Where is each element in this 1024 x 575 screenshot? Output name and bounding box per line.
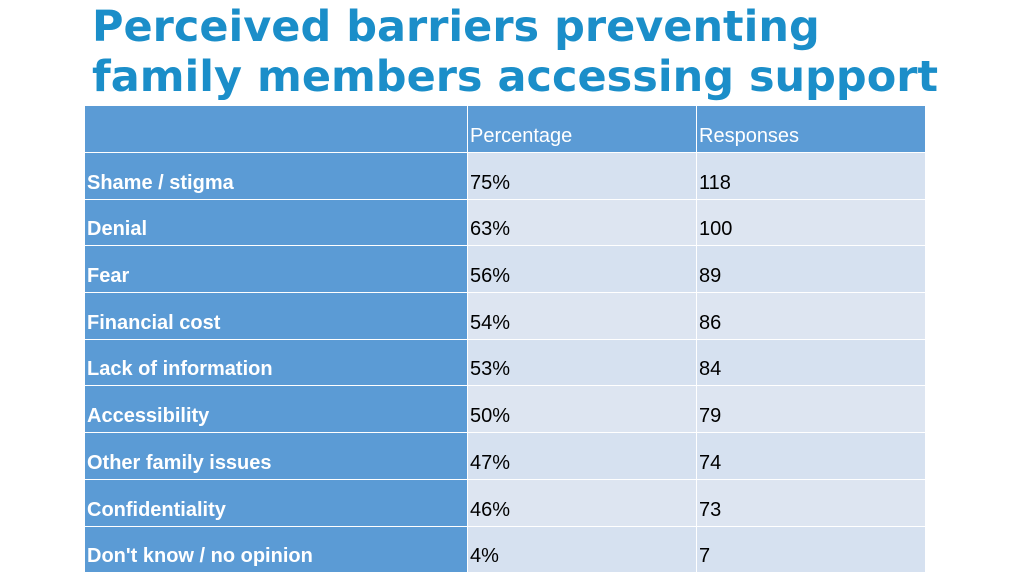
- row-percentage: 75%: [467, 152, 697, 200]
- barriers-table: Percentage Responses Shame / stigma 75% …: [84, 105, 926, 574]
- row-percentage: 53%: [467, 338, 697, 387]
- header-responses: Responses: [696, 105, 926, 153]
- table-row: Lack of information 53% 84: [84, 338, 926, 387]
- row-label: Lack of information: [84, 338, 468, 387]
- header-percentage: Percentage: [467, 105, 697, 153]
- row-label: Denial: [84, 198, 468, 247]
- row-label: Fear: [84, 245, 468, 294]
- table-row: Don't know / no opinion 4% 7: [84, 525, 926, 574]
- table-row: Accessibility 50% 79: [84, 385, 926, 434]
- row-percentage: 46%: [467, 478, 697, 527]
- row-responses: 7: [696, 525, 926, 574]
- table-row: Confidentiality 46% 73: [84, 478, 926, 527]
- row-percentage: 54%: [467, 292, 697, 340]
- row-percentage: 47%: [467, 432, 697, 480]
- row-responses: 89: [696, 245, 926, 294]
- row-responses: 73: [696, 478, 926, 527]
- row-responses: 74: [696, 432, 926, 480]
- table-row: Denial 63% 100: [84, 198, 926, 247]
- row-label: Confidentiality: [84, 478, 468, 527]
- row-label: Financial cost: [84, 292, 468, 340]
- title-line-1: Perceived barriers preventing: [92, 2, 820, 52]
- row-responses: 84: [696, 338, 926, 387]
- table-row: Other family issues 47% 74: [84, 432, 926, 480]
- table-row: Financial cost 54% 86: [84, 292, 926, 340]
- row-responses: 100: [696, 198, 926, 247]
- title-line-2: family members accessing support: [92, 52, 939, 102]
- row-label: Shame / stigma: [84, 152, 468, 200]
- row-label: Other family issues: [84, 432, 468, 480]
- row-responses: 118: [696, 152, 926, 200]
- row-responses: 86: [696, 292, 926, 340]
- table-row: Shame / stigma 75% 118: [84, 152, 926, 200]
- table-header-row: Percentage Responses: [84, 105, 926, 153]
- table-row: Fear 56% 89: [84, 245, 926, 294]
- row-label: Accessibility: [84, 385, 468, 434]
- row-label: Don't know / no opinion: [84, 525, 468, 574]
- row-percentage: 50%: [467, 385, 697, 434]
- header-label-cell: [84, 105, 468, 153]
- page-title: Perceived barriers preventing family mem…: [92, 2, 992, 102]
- row-percentage: 4%: [467, 525, 697, 574]
- row-percentage: 56%: [467, 245, 697, 294]
- row-responses: 79: [696, 385, 926, 434]
- row-percentage: 63%: [467, 198, 697, 247]
